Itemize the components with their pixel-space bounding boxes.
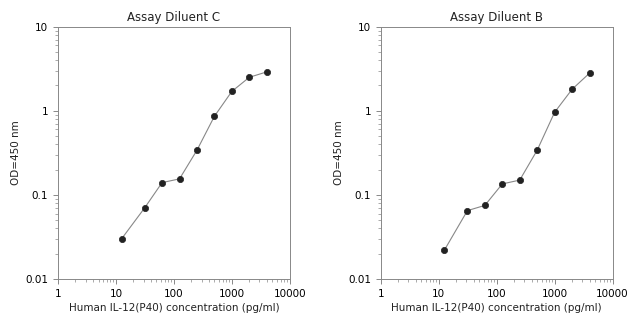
Title: Assay Diluent C: Assay Diluent C	[127, 11, 220, 24]
Title: Assay Diluent B: Assay Diluent B	[450, 11, 543, 24]
Y-axis label: OD=450 nm: OD=450 nm	[11, 121, 21, 185]
X-axis label: Human IL-12(P40) concentration (pg/ml): Human IL-12(P40) concentration (pg/ml)	[392, 303, 602, 313]
X-axis label: Human IL-12(P40) concentration (pg/ml): Human IL-12(P40) concentration (pg/ml)	[68, 303, 279, 313]
Y-axis label: OD=450 nm: OD=450 nm	[334, 121, 344, 185]
